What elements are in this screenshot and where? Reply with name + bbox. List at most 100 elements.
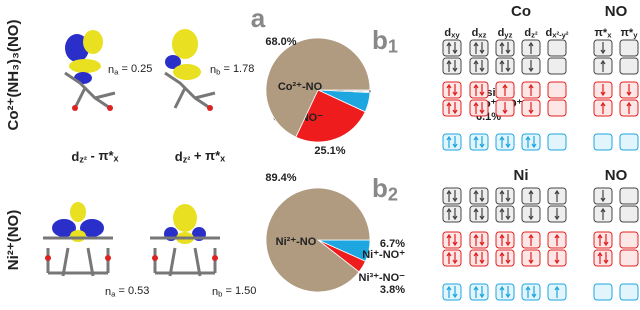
orbital-box <box>495 231 515 249</box>
orbital-header: dyz​ <box>498 27 513 39</box>
orbital-box <box>469 249 489 267</box>
orbital-box <box>469 187 489 205</box>
spin-arrow <box>473 101 479 114</box>
spin-arrow <box>473 41 479 54</box>
spin-arrow <box>473 207 479 220</box>
orbital-box <box>442 81 462 99</box>
spin-arrow <box>528 233 534 246</box>
text-part: d <box>444 27 451 39</box>
orbital-co-minus <box>64 30 116 111</box>
subscript: b <box>218 289 222 298</box>
spin-arrow <box>446 135 452 148</box>
spin-arrow <box>626 101 632 114</box>
value-label: 89.4% <box>265 172 296 184</box>
orbital-box <box>469 99 489 117</box>
text-part: = 1.78 <box>220 63 254 75</box>
value-label: 68.0% <box>265 36 296 48</box>
occupation-label: na​ = 0.53 <box>105 285 149 298</box>
text-part: n <box>210 64 216 76</box>
spin-arrow <box>531 136 537 149</box>
orbital-box <box>442 57 462 75</box>
spin-arrow <box>505 42 511 55</box>
text-part: d <box>546 27 553 39</box>
spin-arrow <box>452 234 458 247</box>
orbital-box <box>593 231 613 249</box>
subscript: z² <box>531 30 538 39</box>
orbital-box <box>495 39 515 57</box>
orbital-box <box>442 39 462 57</box>
spin-arrow <box>505 208 511 221</box>
orbital-label: dz²​ - π*x​ <box>71 148 118 165</box>
spin-arrow <box>446 83 452 96</box>
text-part: + π* <box>190 148 221 163</box>
subscript: 1 <box>388 36 398 56</box>
orbital-box <box>495 249 515 267</box>
panel-label: a <box>251 3 266 33</box>
spin-arrow <box>452 208 458 221</box>
spin-arrow <box>554 233 560 246</box>
spin-arrow <box>473 59 479 72</box>
spin-arrow <box>525 135 531 148</box>
spin-arrow <box>528 189 534 202</box>
spin-arrow <box>505 190 511 203</box>
occupation-label: na​ = 0.25 <box>108 63 152 76</box>
orbital-ni-minus <box>43 202 113 277</box>
text-part: b <box>372 25 388 55</box>
spin-arrow <box>528 252 534 265</box>
value-label: 6.7% <box>380 238 405 250</box>
spin-arrow <box>473 251 479 264</box>
subscript: z² <box>79 155 87 165</box>
spin-arrow <box>554 208 560 221</box>
orbital-box <box>469 133 489 151</box>
spin-arrow <box>600 207 606 220</box>
text-part: d <box>498 27 505 39</box>
subscript: x²-y² <box>552 30 569 39</box>
spin-arrow <box>446 251 452 264</box>
orbital-ni-plus <box>150 204 220 277</box>
orbital-box <box>619 231 639 249</box>
spin-arrow <box>452 102 458 115</box>
spin-arrow <box>479 84 485 97</box>
spin-arrow <box>446 189 452 202</box>
subscript: xz <box>478 30 486 39</box>
compound-label: Co²⁺(NH₃)₃(NO) <box>5 20 22 131</box>
spin-arrow <box>446 207 452 220</box>
subscript: z² <box>183 155 191 165</box>
spin-arrow <box>528 60 534 73</box>
orbital-box <box>547 39 567 57</box>
orbital-box <box>442 205 462 223</box>
orbital-box <box>469 81 489 99</box>
spin-arrow <box>600 84 606 97</box>
spin-arrow <box>479 190 485 203</box>
orbital-box <box>495 205 515 223</box>
ligand-title: NO <box>605 3 628 20</box>
orbital-co-plus <box>164 29 216 111</box>
subscript: x <box>607 30 612 39</box>
spin-arrow <box>600 101 606 114</box>
text-part: π* <box>621 27 634 39</box>
spin-arrow <box>452 190 458 203</box>
spin-arrow <box>479 60 485 73</box>
value-label: 25.1% <box>314 145 345 157</box>
spin-arrow <box>597 233 603 246</box>
orbital-box <box>619 205 639 223</box>
spin-arrow <box>479 234 485 247</box>
spin-arrow <box>597 251 603 264</box>
spin-arrow <box>505 252 511 265</box>
spin-arrow <box>452 252 458 265</box>
metal-title: Co <box>511 3 531 20</box>
spin-arrow <box>446 285 452 298</box>
orbital-header: dx²-y²​ <box>546 27 569 39</box>
orbital-box <box>495 57 515 75</box>
spin-arrow <box>499 41 505 54</box>
orbital-box <box>521 283 541 301</box>
spin-arrow <box>505 234 511 247</box>
spin-arrow <box>554 189 560 202</box>
orbital-box <box>619 283 639 301</box>
spin-arrow <box>479 286 485 299</box>
spin-arrow <box>452 286 458 299</box>
orbital-box <box>619 57 639 75</box>
orbital-box <box>442 99 462 117</box>
slice-label: Ni³⁺-NO⁻ <box>359 272 406 284</box>
spin-arrow <box>554 252 560 265</box>
